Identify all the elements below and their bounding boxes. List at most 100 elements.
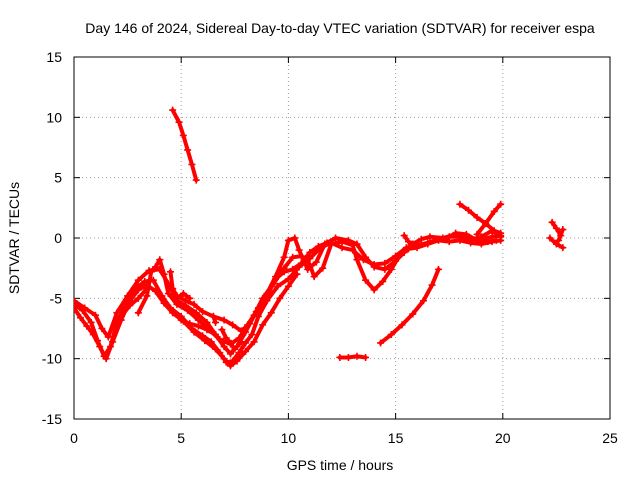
data-point — [186, 294, 194, 302]
data-point — [254, 312, 262, 320]
x-axis-label: GPS time / hours — [287, 457, 394, 473]
data-point — [74, 304, 78, 312]
data-point — [548, 218, 556, 226]
data-point — [134, 276, 142, 284]
data-point — [462, 230, 470, 238]
data-point — [338, 244, 346, 252]
data-point — [237, 338, 245, 346]
y-tick-label: -15 — [42, 411, 62, 427]
data-point — [147, 268, 155, 276]
data-point — [237, 327, 245, 335]
data-point — [559, 244, 567, 252]
data-point — [291, 234, 299, 242]
x-tick-label: 10 — [281, 430, 297, 446]
data-point — [143, 285, 151, 293]
data-point — [473, 236, 481, 244]
data-point — [160, 270, 168, 278]
data-point — [203, 326, 211, 334]
data-point — [492, 236, 500, 244]
data-point — [212, 331, 220, 339]
data-point — [267, 309, 275, 317]
data-point — [141, 277, 149, 285]
data-point — [445, 238, 453, 246]
data-point — [109, 338, 117, 346]
data-point — [192, 176, 200, 184]
data-point — [464, 206, 472, 214]
data-point — [490, 227, 498, 235]
data-point — [336, 353, 344, 361]
series-track-f — [441, 229, 500, 246]
data-point — [98, 325, 106, 332]
data-point — [484, 238, 492, 246]
series-isolated-7 — [209, 312, 220, 326]
data-point — [181, 297, 189, 305]
data-point — [235, 349, 243, 357]
data-point — [143, 292, 151, 300]
data-point — [546, 234, 554, 242]
data-point — [297, 259, 305, 267]
data-point — [222, 334, 230, 342]
data-point — [190, 300, 198, 308]
data-point — [134, 294, 142, 302]
data-point — [344, 236, 352, 244]
data-point — [179, 131, 187, 139]
series-line-track-e — [74, 272, 299, 368]
x-tick-label: 15 — [388, 430, 404, 446]
data-point — [124, 292, 132, 300]
data-point — [370, 286, 378, 294]
data-point — [452, 229, 460, 237]
data-point — [559, 226, 567, 234]
series-line-isolated-2 — [378, 267, 441, 345]
data-point — [216, 335, 224, 343]
data-point — [229, 321, 237, 329]
data-point — [117, 312, 125, 320]
data-point — [177, 316, 185, 324]
data-point — [362, 353, 370, 361]
data-point — [164, 290, 172, 298]
data-point — [242, 347, 250, 355]
data-point — [398, 321, 406, 329]
data-point — [392, 257, 400, 265]
data-point — [306, 248, 314, 256]
data-point — [220, 316, 228, 324]
data-point — [381, 259, 389, 267]
data-point — [235, 334, 243, 342]
data-point — [250, 338, 258, 346]
data-point — [409, 310, 417, 318]
data-point — [332, 234, 340, 242]
data-point — [379, 277, 387, 285]
data-point — [156, 256, 164, 264]
data-point — [74, 297, 78, 305]
series-isolated-2 — [377, 265, 442, 347]
data-point — [201, 337, 209, 345]
chart-title: Day 146 of 2024, Sidereal Day-to-day VTE… — [85, 20, 595, 36]
series-track-j — [166, 268, 194, 302]
data-point — [113, 309, 121, 317]
data-point — [186, 320, 194, 328]
data-point — [323, 239, 331, 247]
data-point — [151, 263, 159, 271]
data-point — [233, 357, 241, 365]
y-tick-label: 15 — [46, 49, 62, 65]
data-point — [184, 306, 192, 314]
data-point — [304, 265, 312, 273]
data-point — [169, 309, 177, 317]
series-isolated-9 — [218, 326, 230, 342]
series-track-d — [169, 239, 331, 335]
series-isolated-8 — [400, 232, 417, 248]
data-point — [295, 246, 303, 254]
series-track-i — [177, 316, 220, 339]
data-point — [404, 238, 412, 246]
data-point — [173, 294, 181, 302]
data-point — [497, 229, 505, 237]
x-tick-label: 20 — [495, 430, 511, 446]
y-axis-label: SDTVAR / TECUs — [6, 182, 22, 294]
data-point — [344, 353, 352, 361]
data-point — [151, 287, 159, 295]
data-point — [362, 276, 370, 284]
data-point — [259, 321, 267, 329]
data-point — [555, 236, 563, 244]
data-point — [188, 160, 196, 168]
data-point — [353, 256, 361, 264]
data-point — [192, 309, 200, 317]
